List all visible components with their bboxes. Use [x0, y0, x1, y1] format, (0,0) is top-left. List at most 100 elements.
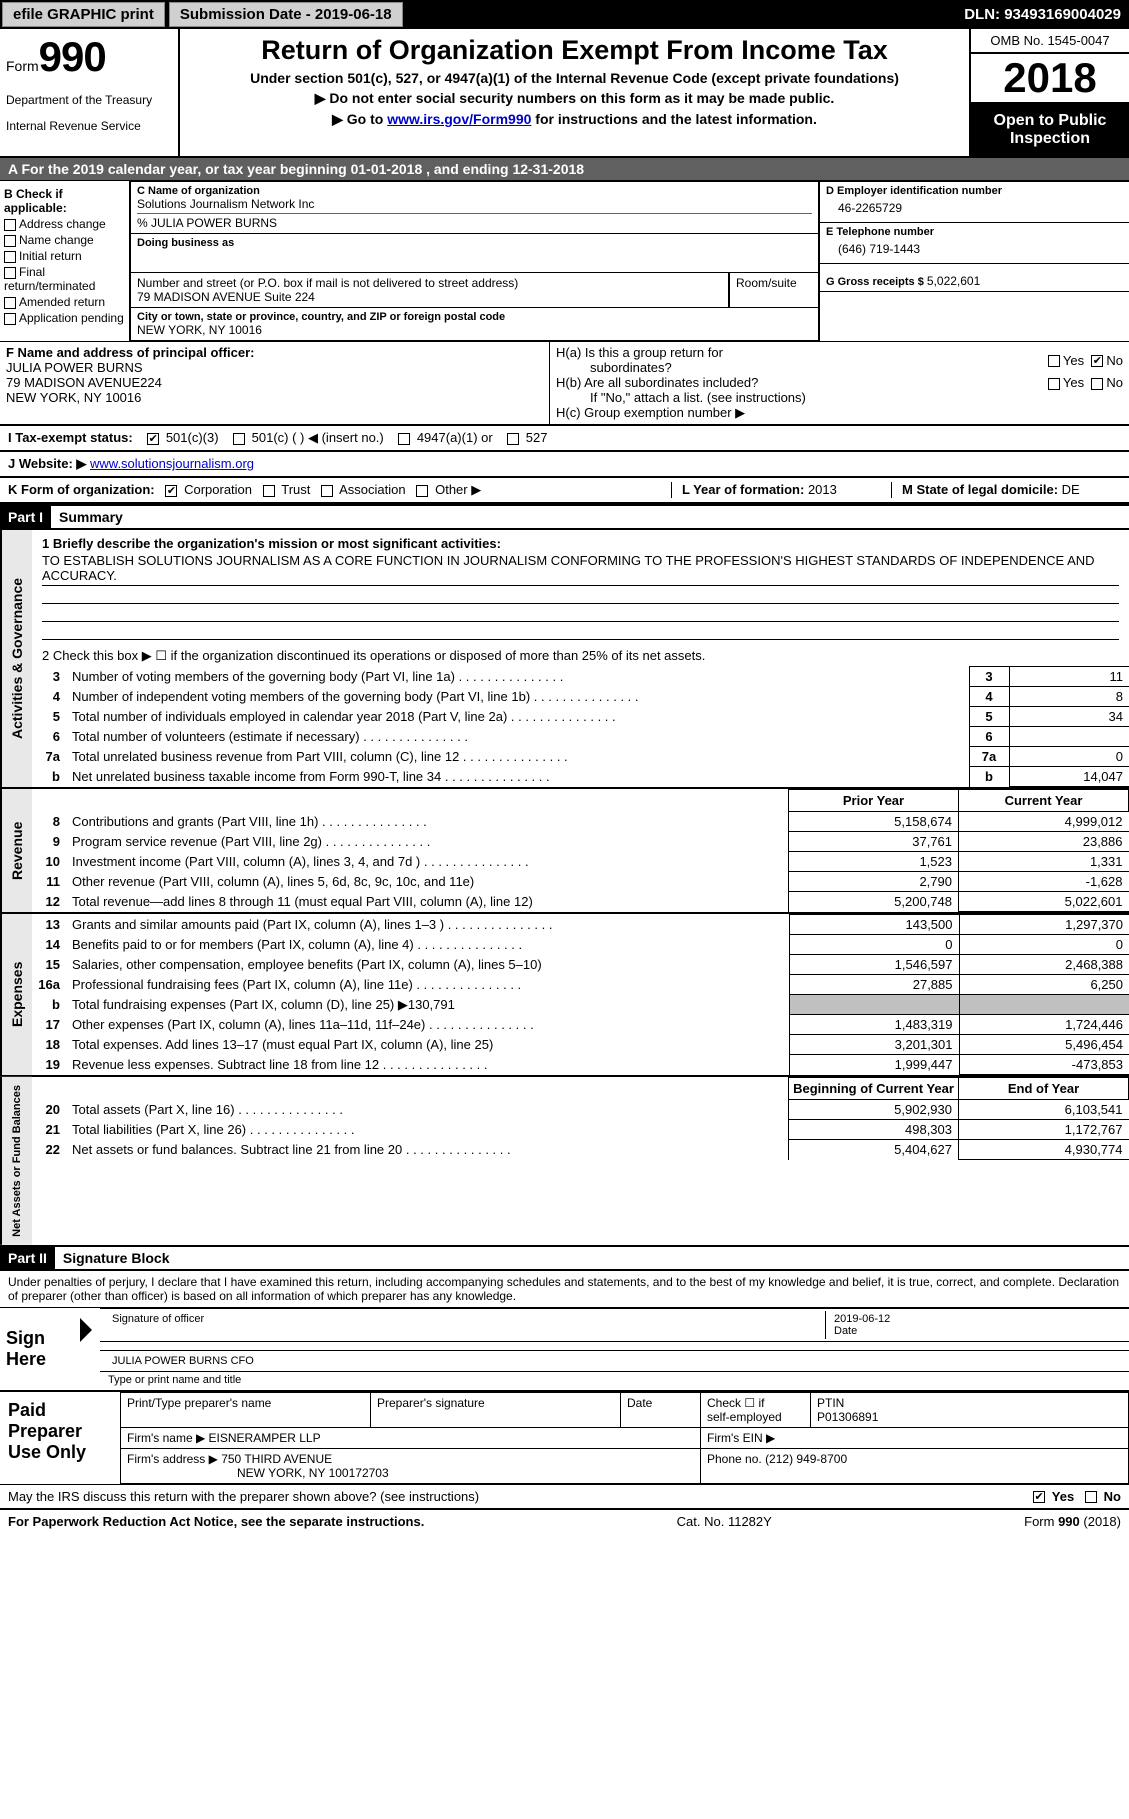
- cb-initial-return[interactable]: Initial return: [4, 249, 125, 263]
- part1-header: Part I Summary: [0, 504, 1129, 530]
- gross-label: G Gross receipts $: [826, 276, 927, 288]
- header-left: Form990 Department of the Treasury Inter…: [0, 29, 180, 156]
- hc-label: H(c) Group exemption number ▶: [556, 405, 1123, 421]
- hb-no[interactable]: [1091, 378, 1103, 390]
- form-org-label: K Form of organization:: [8, 482, 155, 497]
- officer-addr2: NEW YORK, NY 10016: [6, 390, 543, 405]
- hdr-beginning: Beginning of Current Year: [789, 1078, 959, 1100]
- officer-row: F Name and address of principal officer:…: [0, 341, 1129, 424]
- cb-corp[interactable]: [165, 485, 177, 497]
- mission-label: 1 Briefly describe the organization's mi…: [42, 536, 1119, 551]
- cat-no: Cat. No. 11282Y: [677, 1514, 772, 1529]
- city-label: City or town, state or province, country…: [137, 311, 812, 323]
- ein-label: D Employer identification number: [826, 185, 1123, 197]
- hb-note: If "No," attach a list. (see instruction…: [556, 390, 1123, 405]
- irs-link[interactable]: www.irs.gov/Form990: [387, 111, 531, 127]
- website-label: J Website: ▶: [8, 456, 90, 471]
- ha-label: H(a) Is this a group return for: [556, 345, 723, 360]
- cb-4947[interactable]: [398, 433, 410, 445]
- website-link[interactable]: www.solutionsjournalism.org: [90, 456, 254, 471]
- prep-name-hdr: Print/Type preparer's name: [121, 1392, 371, 1427]
- cb-501c3[interactable]: [147, 433, 159, 445]
- line-k: K Form of organization: Corporation Trus…: [0, 476, 1129, 504]
- gross-receipts: 5,022,601: [927, 274, 980, 288]
- submission-date: Submission Date - 2019-06-18: [169, 2, 403, 27]
- officer-right: H(a) Is this a group return for subordin…: [550, 342, 1129, 424]
- tel-label: E Telephone number: [826, 226, 1123, 238]
- dba-label: Doing business as: [137, 237, 812, 249]
- discuss-no[interactable]: [1085, 1491, 1097, 1503]
- efile-print-btn[interactable]: efile GRAPHIC print: [2, 2, 165, 27]
- hb-yes[interactable]: [1048, 378, 1060, 390]
- expenses-section: Expenses 13Grants and similar amounts pa…: [0, 914, 1129, 1077]
- vlabel-net: Net Assets or Fund Balances: [0, 1077, 32, 1245]
- street: 79 MADISON AVENUE Suite 224: [137, 290, 722, 304]
- firm-phone-cell: Phone no. (212) 949-8700: [701, 1448, 1129, 1483]
- form-ref: Form 990 (2018): [1024, 1514, 1121, 1529]
- col-b: B Check if applicable: Address change Na…: [0, 181, 130, 341]
- revenue-table: Prior YearCurrent Year 8Contributions an…: [32, 789, 1129, 912]
- sign-here-row: Sign Here Signature of officer 2019-06-1…: [0, 1307, 1129, 1390]
- cb-assoc[interactable]: [321, 485, 333, 497]
- declaration: Under penalties of perjury, I declare th…: [0, 1271, 1129, 1307]
- prep-sig-hdr: Preparer's signature: [371, 1392, 621, 1427]
- net-assets-section: Net Assets or Fund Balances Beginning of…: [0, 1077, 1129, 1247]
- part1-tag: Part I: [0, 506, 51, 528]
- goto-post: for instructions and the latest informat…: [531, 111, 816, 127]
- street-label: Number and street (or P.O. box if mail i…: [137, 276, 722, 290]
- cb-final-return[interactable]: Final return/terminated: [4, 265, 125, 293]
- ha-label2: subordinates?: [556, 360, 672, 375]
- prep-self-emp: Check ☐ ifself-employed: [701, 1392, 811, 1427]
- cb-app-pending[interactable]: Application pending: [4, 311, 125, 325]
- ptin-cell: PTINP01306891: [811, 1392, 1129, 1427]
- discuss-question: May the IRS discuss this return with the…: [8, 1489, 479, 1504]
- cb-501c[interactable]: [233, 433, 245, 445]
- dept-irs: Internal Revenue Service: [6, 119, 172, 133]
- activities-governance: Activities & Governance 1 Briefly descri…: [0, 530, 1129, 789]
- mission-block: 1 Briefly describe the organization's mi…: [32, 530, 1129, 646]
- discuss-row: May the IRS discuss this return with the…: [0, 1484, 1129, 1508]
- cb-amended[interactable]: Amended return: [4, 295, 125, 309]
- firm-name-cell: Firm's name ▶ EISNERAMPER LLP: [121, 1427, 701, 1448]
- cb-527[interactable]: [507, 433, 519, 445]
- name-title-label: Type or print name and title: [100, 1372, 1129, 1388]
- part2-tag: Part II: [0, 1247, 55, 1269]
- hdr-end: End of Year: [959, 1078, 1129, 1100]
- cb-trust[interactable]: [263, 485, 275, 497]
- room-label: Room/suite: [736, 276, 812, 290]
- line-i: I Tax-exempt status: 501(c)(3) 501(c) ( …: [0, 424, 1129, 450]
- vlabel-expenses: Expenses: [0, 914, 32, 1075]
- year-formation-label: L Year of formation:: [682, 482, 808, 497]
- inspect-line1: Open to Public: [975, 112, 1125, 130]
- ha-yes[interactable]: [1048, 355, 1060, 367]
- form-number: 990: [39, 33, 106, 80]
- city: NEW YORK, NY 10016: [137, 323, 812, 337]
- dept-treasury: Department of the Treasury: [6, 93, 172, 107]
- governance-table: 3Number of voting members of the governi…: [32, 666, 1129, 787]
- cb-address-change[interactable]: Address change: [4, 217, 125, 231]
- telephone: (646) 719-1443: [826, 238, 1123, 260]
- paid-preparer-label: Paid Preparer Use Only: [0, 1392, 120, 1484]
- col-b-label: B Check if applicable:: [4, 187, 125, 215]
- ha-no[interactable]: [1091, 355, 1103, 367]
- cb-other[interactable]: [416, 485, 428, 497]
- section-bcd: B Check if applicable: Address change Na…: [0, 181, 1129, 341]
- row-a-tax-year: A For the 2019 calendar year, or tax yea…: [0, 158, 1129, 181]
- org-name: Solutions Journalism Network Inc: [137, 197, 812, 211]
- cb-name-change[interactable]: Name change: [4, 233, 125, 247]
- ein: 46-2265729: [826, 197, 1123, 219]
- expenses-table: 13Grants and similar amounts paid (Part …: [32, 914, 1129, 1075]
- form-subtitle: Under section 501(c), 527, or 4947(a)(1)…: [190, 70, 959, 86]
- officer-label: F Name and address of principal officer:: [6, 345, 543, 360]
- goto-pre: ▶ Go to: [332, 111, 387, 127]
- header-center: Return of Organization Exempt From Incom…: [180, 29, 969, 156]
- discuss-yes[interactable]: [1033, 1491, 1045, 1503]
- domicile-label: M State of legal domicile:: [902, 482, 1062, 497]
- col-c: C Name of organization Solutions Journal…: [130, 181, 1129, 341]
- omb-number: OMB No. 1545-0047: [971, 29, 1129, 54]
- col-d: D Employer identification number 46-2265…: [819, 181, 1129, 341]
- line-j: J Website: ▶ www.solutionsjournalism.org: [0, 450, 1129, 476]
- hdr-current: Current Year: [959, 790, 1129, 812]
- pra-notice: For Paperwork Reduction Act Notice, see …: [8, 1514, 424, 1529]
- hb-label: H(b) Are all subordinates included?: [556, 375, 1048, 390]
